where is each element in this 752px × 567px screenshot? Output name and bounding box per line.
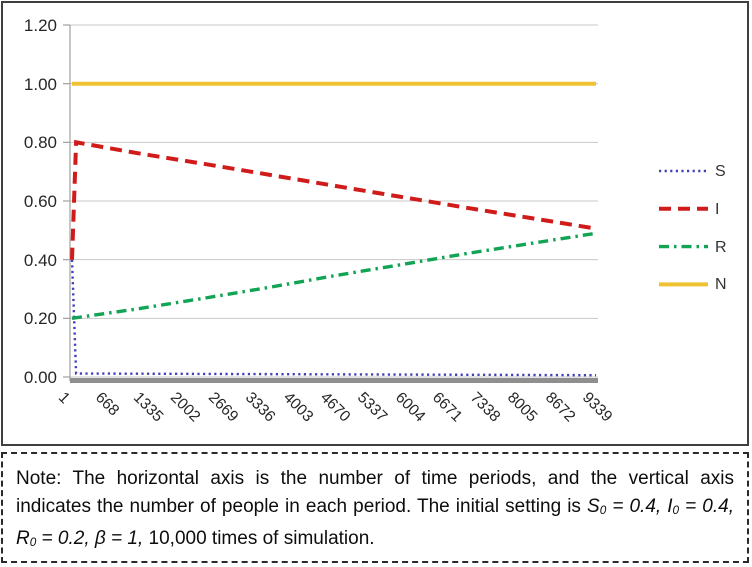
series-line-I xyxy=(70,139,597,260)
y-axis-tick-label: 0.80 xyxy=(23,133,57,153)
legend-label-I: I xyxy=(715,200,720,218)
note-var-s: S xyxy=(587,496,600,517)
note-sub: 0 xyxy=(29,536,37,550)
note-sub: 0 xyxy=(672,504,680,518)
note-box: Note: The horizontal axis is the number … xyxy=(1,452,749,563)
chart-canvas xyxy=(63,24,708,383)
y-axis-tick-label: 0.20 xyxy=(23,309,57,329)
chart-panel: 0.00 0.20 0.40 0.60 0.80 1.00 1.20 1 668 1335 200… xyxy=(1,1,749,446)
y-axis-tick-label: 0.40 xyxy=(23,250,57,270)
series-line-S xyxy=(70,259,597,377)
legend-label-S: S xyxy=(715,163,726,180)
note-var-r: R xyxy=(16,528,30,550)
series-line-R xyxy=(71,231,597,320)
legend-label-R: R xyxy=(715,238,727,256)
note-val: = 0.4, xyxy=(606,496,668,517)
note-text-end: 10,000 times of simulation. xyxy=(143,528,375,550)
note-text: Note: The horizontal axis is the number … xyxy=(16,468,734,517)
y-axis-tick-label: 0.60 xyxy=(23,192,57,211)
note-var-i: I xyxy=(667,496,673,517)
y-axis-tick-label: 1.20 xyxy=(23,16,57,35)
note-sub: 0 xyxy=(599,504,607,518)
note-val: = 0.2, β = 1, xyxy=(36,528,144,550)
y-axis-tick-label: 0.00 xyxy=(23,368,57,387)
note-val: = 0.4, xyxy=(679,496,734,517)
legend-label-N: N xyxy=(715,276,727,294)
y-axis-tick-label: 1.00 xyxy=(23,74,57,94)
